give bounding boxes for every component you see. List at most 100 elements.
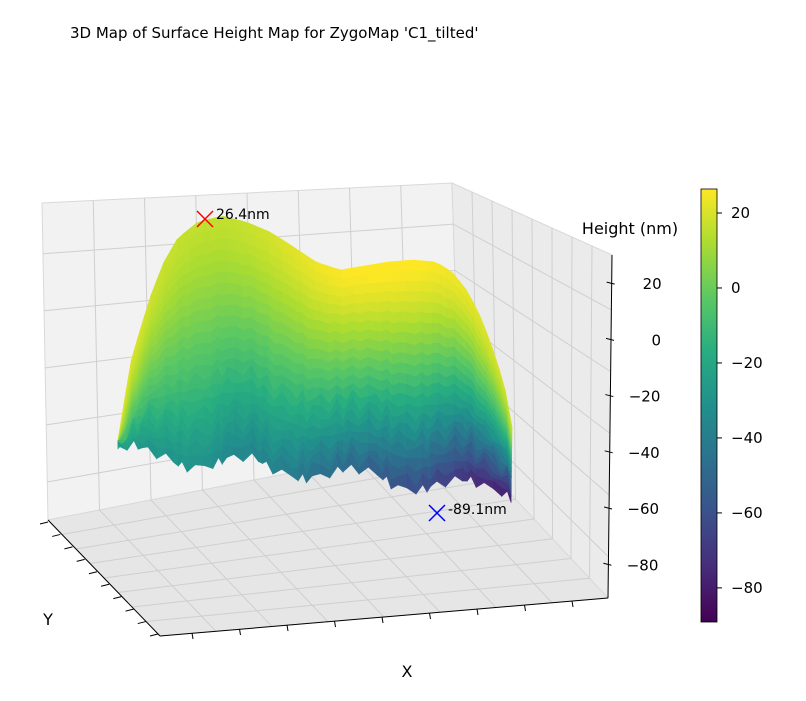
surface-facet — [137, 407, 144, 417]
chart-title: 3D Map of Surface Height Map for ZygoMap… — [70, 24, 478, 43]
surface-facet — [432, 281, 440, 295]
z-ticks: 20 0 −20 −40 −60 −80 — [603, 275, 662, 574]
surface-facet — [274, 311, 283, 324]
surface-facet — [228, 293, 236, 306]
surface-facet — [431, 352, 439, 365]
surface-facet — [227, 325, 236, 339]
surface-facet — [445, 403, 455, 417]
colorbar-tick-label: 0 — [731, 279, 741, 297]
surface-facet — [242, 242, 251, 256]
z-tick-label: −80 — [627, 556, 659, 574]
surface-facet — [222, 282, 230, 296]
surface-facet — [413, 259, 421, 272]
surface-facet — [203, 264, 211, 277]
surface-facet — [406, 259, 414, 272]
surface-facet — [311, 462, 321, 477]
surface-facet — [374, 292, 382, 303]
surface-facet — [406, 322, 415, 335]
surface-facet — [307, 358, 315, 371]
colorbar: 20 0 −20 −40 −60 −80 — [700, 188, 763, 623]
surface-facet — [431, 392, 439, 406]
surface-facet — [367, 301, 376, 313]
surface-facet — [262, 281, 269, 295]
surface-facet — [216, 282, 224, 296]
surface-facet — [222, 304, 229, 318]
surface-facet — [393, 260, 401, 273]
surface-facet — [203, 241, 211, 255]
surface-facet — [347, 267, 355, 279]
surface-facet — [431, 362, 439, 375]
surface-facet — [222, 249, 230, 262]
surface-facet — [399, 321, 408, 334]
surface-facet — [203, 342, 212, 356]
surface-facet — [313, 348, 322, 360]
surface-facet — [340, 277, 349, 289]
surface-facet — [399, 331, 408, 344]
x-tick — [524, 604, 526, 612]
x-tick — [239, 628, 241, 636]
surface-facet — [399, 260, 408, 272]
surface-facet — [222, 260, 230, 273]
surface-facet — [313, 329, 322, 341]
surface-facet — [367, 263, 375, 275]
axes — [47, 254, 613, 637]
surface-facet — [222, 293, 230, 307]
surface-facet — [392, 311, 401, 324]
surface-facet — [228, 282, 236, 295]
surface-facet — [432, 312, 440, 324]
surface-facet — [367, 310, 376, 323]
surface-facet — [242, 253, 251, 266]
surface-facet — [196, 264, 205, 279]
surface-facet — [374, 282, 382, 294]
surface-facet — [203, 275, 212, 288]
surface-facet — [406, 291, 415, 303]
surface-facet — [203, 298, 212, 311]
surface-facet — [222, 238, 230, 251]
surface-facet — [406, 311, 415, 325]
surface-facet — [177, 441, 183, 456]
surface-facet — [380, 261, 388, 274]
surface-facet — [222, 227, 230, 241]
surface-facet — [367, 273, 375, 285]
surface-facet — [216, 249, 224, 262]
surface-facet — [399, 270, 408, 282]
surface-facet — [393, 270, 401, 283]
z-axis-label: Height (nm) — [582, 219, 678, 238]
surface-facet — [374, 311, 382, 323]
grid-line — [570, 236, 573, 559]
surface-facet — [227, 347, 236, 360]
surface-facet — [336, 432, 343, 442]
surface-facet — [203, 309, 212, 322]
y-tick — [125, 608, 134, 612]
z-tick — [605, 337, 615, 341]
surface-facet — [295, 311, 303, 324]
surface-facet — [234, 382, 244, 394]
surface-facet — [419, 260, 428, 273]
surface-facet — [307, 328, 315, 340]
x-axis-line — [159, 597, 609, 637]
y-tick — [76, 558, 85, 562]
min-marker — [428, 504, 446, 522]
surface-facet — [398, 342, 408, 354]
surface-facet — [257, 364, 263, 380]
colorbar-tick-label: −80 — [731, 579, 763, 597]
surface-facet — [360, 265, 368, 277]
surface-facet — [262, 345, 269, 358]
surface-facet — [229, 228, 237, 242]
surface-facet — [367, 443, 378, 453]
surface-facet — [228, 261, 237, 274]
surface-facet — [242, 231, 250, 245]
surface-facet — [426, 312, 434, 325]
y-tick — [100, 583, 110, 587]
y-tick — [113, 596, 122, 600]
surface-facet — [374, 340, 382, 353]
x-tick — [476, 608, 479, 616]
surface-facet — [374, 302, 382, 313]
surface-facet — [262, 356, 268, 368]
x-tick — [191, 632, 194, 640]
surface-facet — [306, 437, 313, 451]
surface-facet — [426, 260, 434, 273]
max-label: 26.4nm — [216, 207, 270, 223]
surface-facet — [358, 431, 369, 444]
surface-facet — [227, 315, 236, 328]
